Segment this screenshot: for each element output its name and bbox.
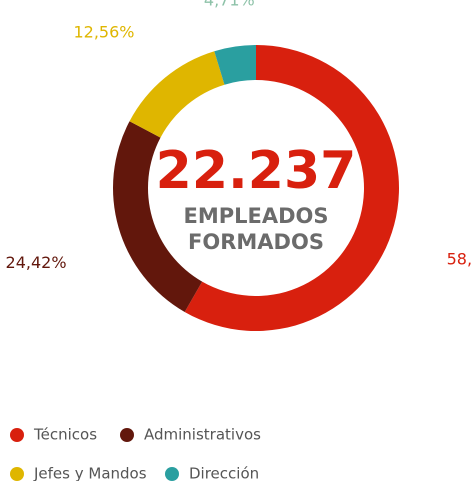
legend-marker (10, 428, 24, 442)
legend-marker (10, 467, 24, 481)
legend-marker (120, 428, 134, 442)
legend-label: Técnicos (33, 426, 97, 444)
legend-label: Dirección (189, 465, 259, 481)
data-label: 24,42% (6, 253, 67, 272)
donut-segment (184, 45, 400, 331)
center-label: EMPLEADOS (183, 204, 328, 228)
data-label: 58,31% (447, 249, 473, 268)
legend-label: Jefes y Mandos (33, 465, 147, 481)
donut-segment (129, 51, 225, 138)
center-label: FORMADOS (188, 230, 324, 254)
center-value: 22.237 (156, 141, 357, 201)
data-label: 12,56% (73, 22, 134, 41)
legend-marker (165, 467, 179, 481)
data-label: 4,71% (204, 0, 255, 10)
donut-segment (214, 45, 256, 85)
donut-segment (113, 121, 203, 312)
legend-label: Administrativos (144, 426, 261, 444)
